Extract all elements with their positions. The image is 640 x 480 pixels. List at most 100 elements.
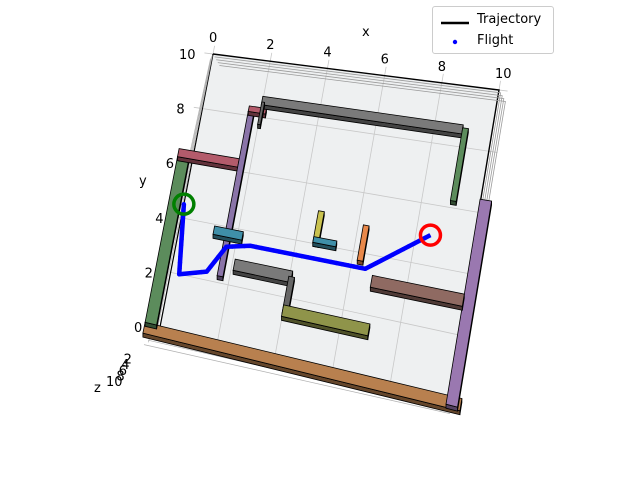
trajectory-path (176, 201, 432, 277)
flight-point (181, 201, 187, 207)
flight-point (230, 244, 235, 249)
grid-line-y (161, 270, 467, 338)
x-tick-label: 8 (438, 60, 446, 75)
flight-point (204, 269, 209, 274)
y-tick-label: 6 (166, 157, 174, 172)
x-tick-label: 4 (323, 45, 331, 60)
legend-entry-flight: Flight (433, 32, 553, 52)
x-axis-label: x (362, 25, 370, 40)
flight-point (345, 263, 351, 268)
obstacle-top (312, 236, 338, 248)
flight-point (351, 264, 357, 269)
obstacle-top (212, 225, 244, 241)
flight-point (384, 255, 390, 260)
flight-point (259, 245, 265, 251)
obstacles (142, 95, 493, 416)
legend-label-trajectory: Trajectory (477, 12, 542, 27)
flight-point (265, 247, 270, 252)
flight-point (328, 259, 334, 265)
box-edge (143, 344, 451, 414)
flight-point (178, 248, 183, 254)
flight-point (208, 264, 213, 269)
z-tick-label: 6 (119, 364, 127, 379)
flight-point (177, 266, 182, 271)
y-tick-label: 2 (145, 266, 153, 281)
flight-point (179, 237, 184, 242)
obstacle-top (232, 258, 294, 283)
flight-point (179, 231, 185, 236)
flight-point (178, 254, 183, 259)
obstacle-top (142, 321, 463, 412)
flight-point (317, 257, 322, 262)
flight-point (242, 243, 247, 249)
flight-point (253, 244, 259, 250)
x-tick-label: 2 (266, 38, 274, 53)
flight-point (216, 254, 221, 259)
y-tick-label: 4 (155, 212, 163, 227)
flight-point (178, 242, 184, 248)
flight-point (288, 251, 293, 257)
flight-point (334, 260, 339, 266)
legend-dot-swatch (452, 39, 458, 45)
z-tick-label: 2 (124, 353, 132, 368)
flight-point (212, 259, 217, 264)
box-edge (159, 53, 214, 328)
flight-point (248, 243, 253, 249)
flight-point (373, 260, 379, 266)
obstacle-top (369, 274, 465, 307)
flight-point (180, 219, 185, 224)
flight-point (311, 256, 316, 261)
z-axis-label: z (94, 381, 101, 396)
flight-point (406, 244, 411, 249)
legend-label-flight: Flight (477, 33, 514, 48)
flight-point (182, 271, 187, 276)
flight-point (193, 270, 198, 275)
flight-point (299, 253, 305, 259)
flight-point (220, 249, 225, 254)
flight-point (322, 258, 328, 263)
obstacle-top (257, 101, 266, 126)
grid-line-y (193, 106, 498, 153)
flight-point (401, 246, 406, 252)
flight-point (379, 258, 384, 263)
flight-point (357, 265, 362, 270)
y-tick-label: 10 (179, 48, 196, 63)
flight-point (368, 263, 373, 269)
y-axis-label: y (139, 174, 147, 189)
legend: Trajectory Flight (432, 6, 554, 54)
flight-point (422, 235, 428, 241)
flight-point (177, 260, 183, 265)
goal-marker (418, 223, 443, 247)
flight-point (282, 250, 288, 255)
z-tick-label: 10 (106, 375, 123, 390)
flight-point (271, 248, 276, 253)
z-tick-label: 8 (116, 369, 124, 384)
obstacle-top (281, 304, 371, 337)
flight-point (188, 270, 193, 276)
flight-point (180, 225, 185, 230)
y-tick-label: 0 (134, 321, 142, 336)
y-tick-label: 8 (176, 103, 184, 118)
z-tick-label: 4 (121, 358, 129, 373)
flight-point (177, 272, 182, 277)
flight-point (294, 252, 299, 258)
flight-point (181, 207, 186, 213)
x-tick-label: 10 (495, 67, 512, 82)
flight-point (340, 261, 345, 267)
obstacle-top (449, 127, 469, 202)
flight-point (395, 249, 401, 255)
flight-point (411, 241, 417, 246)
obstacle-top (260, 95, 464, 135)
flight-point (276, 249, 282, 254)
flight-point (199, 269, 204, 275)
x-tick-label: 0 (209, 31, 217, 46)
flight-point (236, 244, 241, 249)
legend-entry-trajectory: Trajectory (433, 11, 553, 31)
legend-line-swatch (441, 21, 469, 25)
flight-point (305, 255, 311, 260)
start-marker (172, 192, 196, 216)
flight-point (363, 266, 368, 271)
obstacle-top (356, 224, 370, 262)
